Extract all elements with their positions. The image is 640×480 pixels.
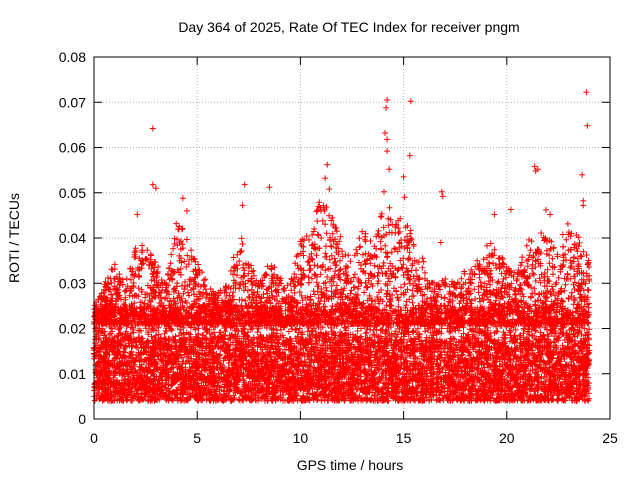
y-axis: 0 0.01 0.02 0.03 0.04 0.05 0.06 0.07 0.08 (59, 49, 610, 427)
y-tick-label: 0 (78, 411, 86, 427)
x-axis: 0 5 10 15 20 25 (90, 57, 618, 446)
roti-points (91, 89, 593, 404)
plot-frame (93, 56, 611, 420)
y-tick-label: 0.08 (59, 49, 86, 65)
y-tick-label: 0.06 (59, 140, 86, 156)
y-tick-label: 0.03 (59, 275, 86, 291)
x-tick-label: 5 (193, 430, 201, 446)
x-tick-label: 25 (602, 430, 618, 446)
y-tick-label: 0.05 (59, 185, 86, 201)
y-axis-label: ROTI / TECUs (6, 193, 22, 283)
x-tick-label: 10 (293, 430, 309, 446)
x-tick-label: 15 (396, 430, 412, 446)
x-tick-label: 0 (90, 430, 98, 446)
x-tick-label: 20 (499, 430, 515, 446)
data-points (91, 89, 593, 404)
y-tick-label: 0.07 (59, 94, 86, 110)
y-tick-label: 0.01 (59, 366, 86, 382)
x-axis-label: GPS time / hours (297, 457, 404, 473)
y-tick-label: 0.02 (59, 321, 86, 337)
y-tick-label: 0.04 (59, 230, 86, 246)
chart-title: Day 364 of 2025, Rate Of TEC Index for r… (178, 19, 519, 35)
